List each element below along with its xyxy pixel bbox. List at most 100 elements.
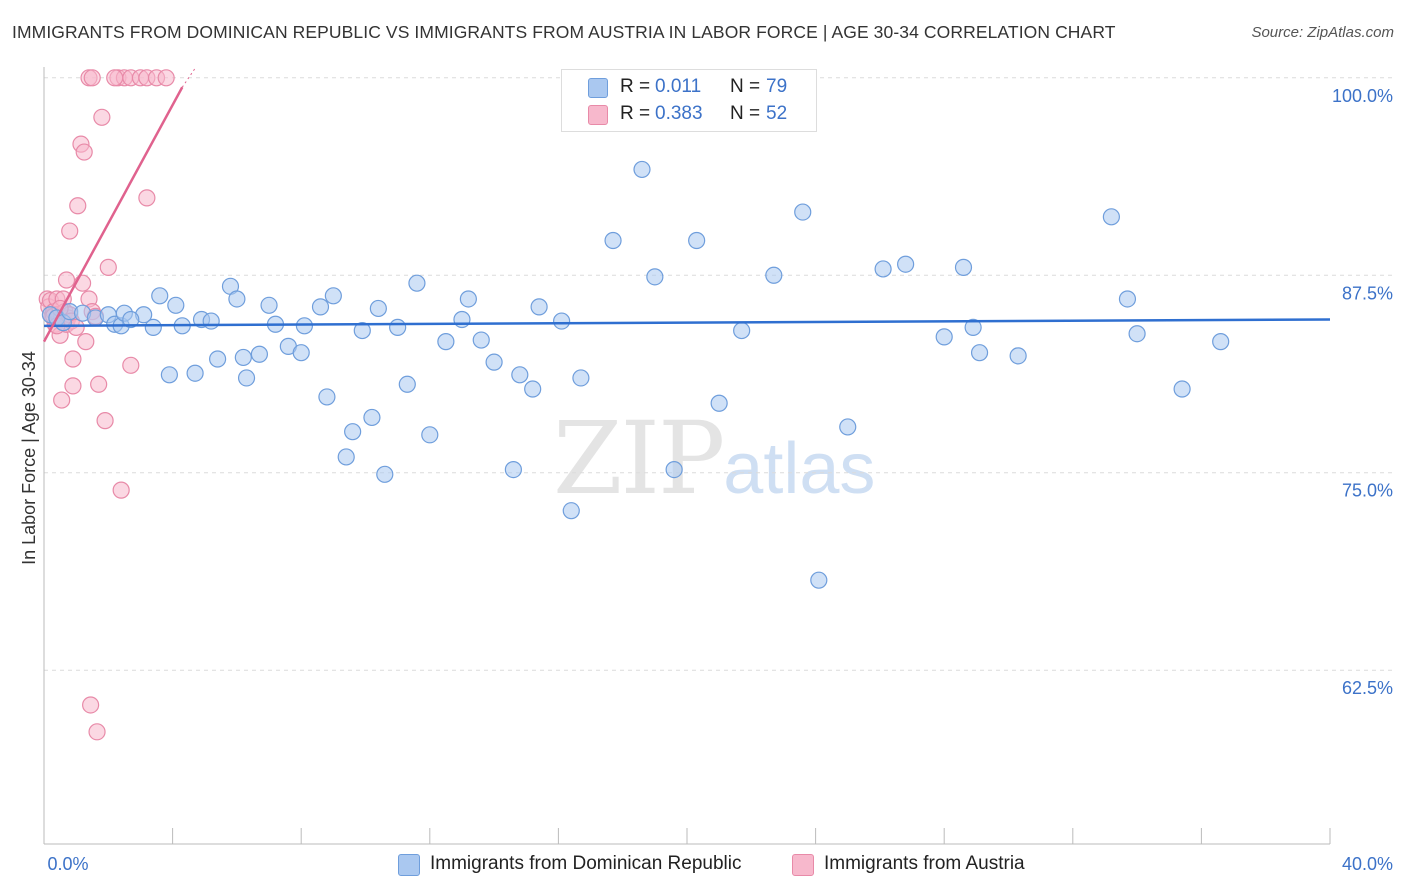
data-point-dominican-republic [935,328,953,346]
data-point-dominican-republic [160,366,178,384]
data-point-dominican-republic [646,268,664,286]
data-point-dominican-republic [459,290,477,308]
data-point-austria [93,108,111,126]
data-point-austria [77,333,95,351]
data-point-dominican-republic [353,321,371,340]
data-point-dominican-republic [710,394,728,412]
series-austria [38,69,175,741]
data-point-dominican-republic [562,502,580,520]
y-axis-title: In Labor Force | Age 30-34 [19,351,39,565]
trend-line-austria [42,86,184,343]
legend-n-label: N = [730,76,761,97]
data-point-austria [57,271,76,289]
y-tick-label: 75.0% [1342,481,1393,501]
data-point-dominican-republic [839,418,857,436]
data-point-dominican-republic [295,317,314,335]
data-point-dominican-republic [1173,380,1191,398]
data-point-dominican-republic [389,318,407,337]
series-dominican-republic [41,160,1230,589]
data-point-dominican-republic [604,231,622,250]
bottom-legend-label: Immigrants from Austria [824,853,1025,874]
data-point-austria [75,143,93,161]
data-point-austria [69,197,87,215]
data-point-dominican-republic [202,312,220,330]
watermark-atlas: atlas [723,429,876,509]
data-point-dominican-republic [260,296,278,314]
data-point-dominican-republic [122,310,140,329]
data-point-austria [96,412,114,430]
data-point-dominican-republic [765,266,783,284]
data-point-austria [83,69,101,87]
bottom-legend-dominican-republic: Immigrants from Dominican Republic [398,851,778,877]
chart-title: IMMIGRANTS FROM DOMINICAN REPUBLIC VS IM… [12,22,1116,42]
data-point-austria [82,696,100,714]
y-tick-label: 62.5% [1342,678,1393,698]
correlation-legend: R = 0.011 N = 79 R = 0.383 N = 52 [561,69,817,132]
data-point-dominican-republic [1009,347,1027,365]
data-point-dominican-republic [1118,290,1137,308]
data-point-dominican-republic [437,333,455,351]
legend-swatch-pink [588,105,608,125]
legend-n-value: 79 [766,76,788,97]
trend-lines [42,68,1331,343]
data-point-dominican-republic [524,380,542,398]
legend-n-value: 52 [766,103,788,124]
data-point-dominican-republic [472,331,490,349]
data-point-dominican-republic [324,287,342,305]
axis-labels: 100.0% 87.5% 75.0% 62.5% 0.0% 40.0% In Labor F… [19,86,1393,874]
data-point-austria [64,350,82,368]
x-tick-label: 40.0% [1342,854,1393,874]
trend-line-austria-extension [181,68,196,88]
data-point-austria [53,391,71,409]
data-point-dominican-republic [572,369,590,387]
data-point-dominican-republic [144,318,162,337]
y-tick-label: 100.0% [1332,86,1393,106]
x-tick-label: 0.0% [47,854,88,874]
data-point-dominican-republic [344,423,362,441]
data-point-dominican-republic [665,460,683,479]
data-point-dominican-republic [504,460,522,479]
data-point-dominican-republic [167,296,185,314]
axes [43,67,1331,845]
source-label: Source: ZipAtlas.com [1251,24,1394,41]
data-point-dominican-republic [408,274,426,292]
data-point-dominican-republic [311,298,330,316]
data-point-austria [157,69,175,87]
data-point-dominican-republic [292,344,310,362]
data-point-dominican-republic [453,310,471,329]
y-tick-label: 87.5% [1342,283,1393,303]
data-point-dominican-republic [318,388,336,406]
data-point-dominican-republic [530,298,548,316]
data-point-dominican-republic [954,258,973,276]
data-point-dominican-republic [250,345,269,363]
data-point-dominican-republic [633,160,651,179]
data-point-austria [122,356,140,374]
watermark: ZIPatlas [553,400,875,517]
data-point-dominican-republic [186,364,204,382]
data-point-austria [61,222,79,240]
data-point-dominican-republic [794,203,812,221]
data-point-austria [99,258,117,276]
data-point-dominican-republic [810,571,828,589]
data-point-austria [64,377,82,395]
data-point-austria [88,723,106,741]
data-point-dominican-republic [337,448,355,466]
data-point-austria [106,69,124,87]
data-point-dominican-republic [733,321,751,340]
bottom-legend-swatch-pink [792,854,814,876]
watermark-zip: ZIP [553,400,725,517]
data-point-dominican-republic [209,350,227,368]
data-point-austria [112,481,130,499]
legend-r-value: 0.383 [655,103,703,124]
data-point-dominican-republic [369,299,387,318]
data-point-dominican-republic [237,369,256,387]
bottom-legend-label: Immigrants from Dominican Republic [430,853,742,874]
data-point-austria [138,189,156,207]
bottom-legend-swatch-blue [398,854,420,876]
data-point-dominican-republic [511,366,529,384]
data-point-dominican-republic [376,465,394,483]
legend-r-value: 0.011 [655,76,702,97]
data-point-dominican-republic [874,260,892,278]
data-point-dominican-republic [1212,333,1230,351]
